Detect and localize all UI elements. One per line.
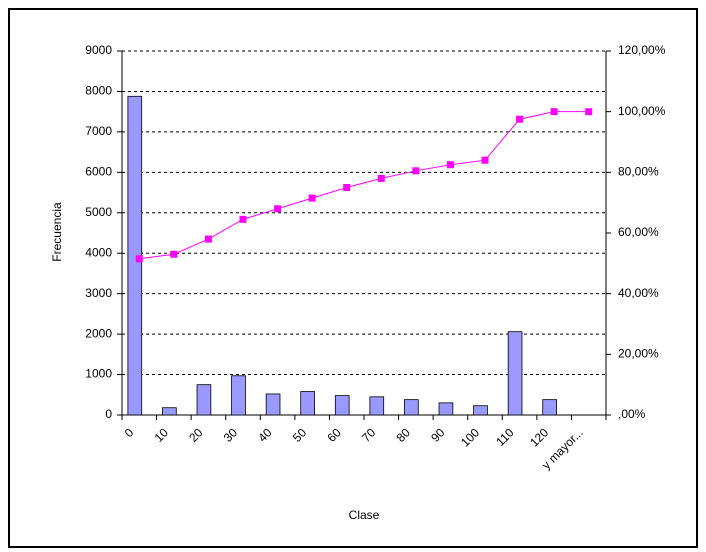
marker bbox=[481, 156, 489, 164]
y2-tick-label: 40,00% bbox=[618, 286, 659, 300]
y-tick-label: 3000 bbox=[85, 286, 112, 300]
y-tick-label: 9000 bbox=[85, 43, 112, 57]
bar bbox=[542, 399, 557, 416]
y-tick-label: 4000 bbox=[85, 245, 112, 259]
y-axis-title: Frecuencia bbox=[50, 202, 64, 262]
marker bbox=[446, 161, 454, 169]
y2-tick-label: 20,00% bbox=[618, 347, 659, 361]
y2-tick-label: 120,00% bbox=[618, 43, 666, 57]
bar bbox=[300, 391, 315, 416]
marker bbox=[274, 205, 282, 213]
y-tick-label: 0 bbox=[105, 407, 112, 421]
y2-tick-label: ,00% bbox=[618, 407, 646, 421]
line bbox=[139, 111, 589, 260]
bar bbox=[162, 407, 177, 416]
y-tick-label: 7000 bbox=[85, 124, 112, 138]
marker bbox=[170, 250, 178, 258]
marker bbox=[204, 235, 212, 243]
y2-tick-label: 100,00% bbox=[618, 104, 666, 118]
x-axis-title: Clase bbox=[349, 508, 380, 522]
marker bbox=[308, 194, 316, 202]
y-tick-label: 5000 bbox=[85, 205, 112, 219]
y-tick-label: 1000 bbox=[85, 367, 112, 381]
y-tick-label: 8000 bbox=[85, 84, 112, 98]
bar bbox=[231, 375, 246, 416]
marker bbox=[550, 108, 558, 116]
marker bbox=[239, 215, 247, 223]
bar bbox=[196, 384, 212, 416]
bar bbox=[404, 399, 419, 416]
marker bbox=[585, 108, 593, 116]
bar bbox=[334, 395, 350, 416]
y2-tick-label: 60,00% bbox=[618, 225, 659, 239]
chart-frame bbox=[8, 8, 698, 548]
bar bbox=[507, 331, 523, 416]
bar bbox=[369, 396, 385, 416]
y-tick-label: 6000 bbox=[85, 165, 112, 179]
marker bbox=[343, 184, 351, 191]
y2-tick-label: 80,00% bbox=[618, 165, 659, 179]
marker bbox=[135, 255, 143, 263]
bar bbox=[438, 402, 454, 416]
bar bbox=[265, 393, 281, 416]
marker bbox=[377, 174, 385, 182]
marker bbox=[412, 167, 420, 175]
marker bbox=[516, 115, 524, 123]
bar bbox=[473, 405, 488, 416]
y-tick-label: 2000 bbox=[85, 326, 112, 340]
